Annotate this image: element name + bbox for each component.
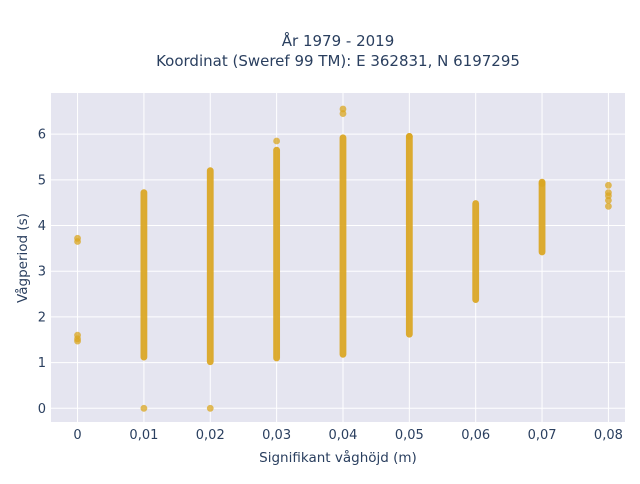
data-points [74, 105, 612, 412]
x-tick-label: 0,07 [528, 428, 557, 443]
x-tick-label: 0,08 [594, 428, 623, 443]
x-tick-label: 0,02 [196, 428, 225, 443]
x-tick-label: 0,03 [262, 428, 291, 443]
data-point [273, 137, 281, 145]
data-point [605, 181, 612, 189]
data-point [605, 202, 612, 210]
chart-title-line-1: År 1979 - 2019 [282, 31, 395, 50]
data-point [339, 105, 347, 113]
data-point [538, 180, 546, 187]
data-point [74, 331, 81, 339]
y-tick-label: 0 [38, 402, 46, 417]
x-tick-label: 0,05 [395, 428, 424, 443]
point-cluster [140, 189, 148, 361]
point-cluster [538, 178, 546, 256]
x-tick-label: 0 [73, 428, 81, 443]
y-tick-label: 1 [38, 356, 46, 371]
y-tick-labels: 0 1 2 3 4 5 6 [38, 128, 46, 417]
chart-title-line-2: Koordinat (Sweref 99 TM): E 362831, N 61… [156, 52, 520, 70]
x-tick-label: 0,06 [461, 428, 490, 443]
y-axis-title: Vågperiod (s) [14, 213, 31, 303]
point-cluster [206, 167, 214, 366]
data-point [605, 189, 612, 197]
data-point [140, 404, 148, 412]
data-point [405, 133, 413, 140]
data-point [206, 404, 214, 412]
x-tick-label: 0,04 [329, 428, 358, 443]
y-tick-label: 5 [38, 173, 46, 188]
y-tick-label: 6 [38, 128, 46, 143]
y-tick-label: 3 [38, 265, 46, 280]
y-tick-label: 4 [38, 219, 46, 234]
point-cluster [273, 146, 281, 362]
plot-area [51, 93, 625, 422]
y-tick-label: 2 [38, 310, 46, 325]
x-tick-label: 0,01 [129, 428, 158, 443]
x-tick-labels: 0 0,01 0,02 0,03 0,04 0,05 0,06 0,07 0,08 [73, 428, 622, 443]
data-point [74, 234, 81, 242]
point-cluster [472, 200, 480, 303]
point-cluster [405, 133, 413, 338]
point-cluster [339, 134, 347, 358]
x-axis-title: Signifikant våghöjd (m) [259, 449, 417, 466]
